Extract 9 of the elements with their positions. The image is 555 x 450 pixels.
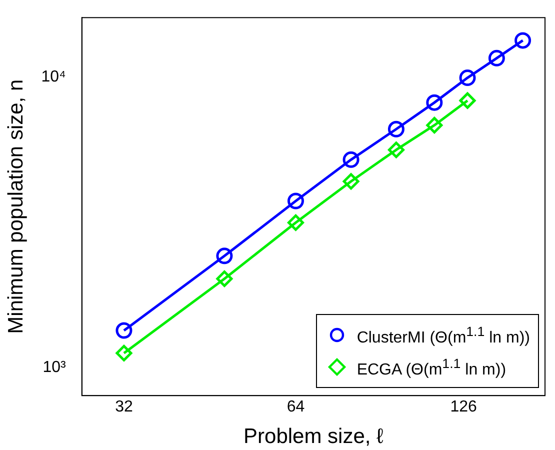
y-tick-label: 10⁴ (41, 68, 66, 86)
x-tick-label: 64 (286, 398, 305, 416)
legend-label: ClusterMI (Θ(m$^{1.1}$ ln m)) (356, 322, 530, 348)
x-axis-title: Problem size, ℓ (244, 425, 384, 448)
y-tick-label: 10³ (42, 358, 67, 376)
x-tick-label: 32 (115, 398, 133, 416)
y-axis-title: Minimum population size, n (4, 79, 28, 334)
x-tick-label: 126 (450, 398, 478, 416)
legend-label: ECGA (Θ(m$^{1.1}$ ln m)) (356, 354, 506, 380)
